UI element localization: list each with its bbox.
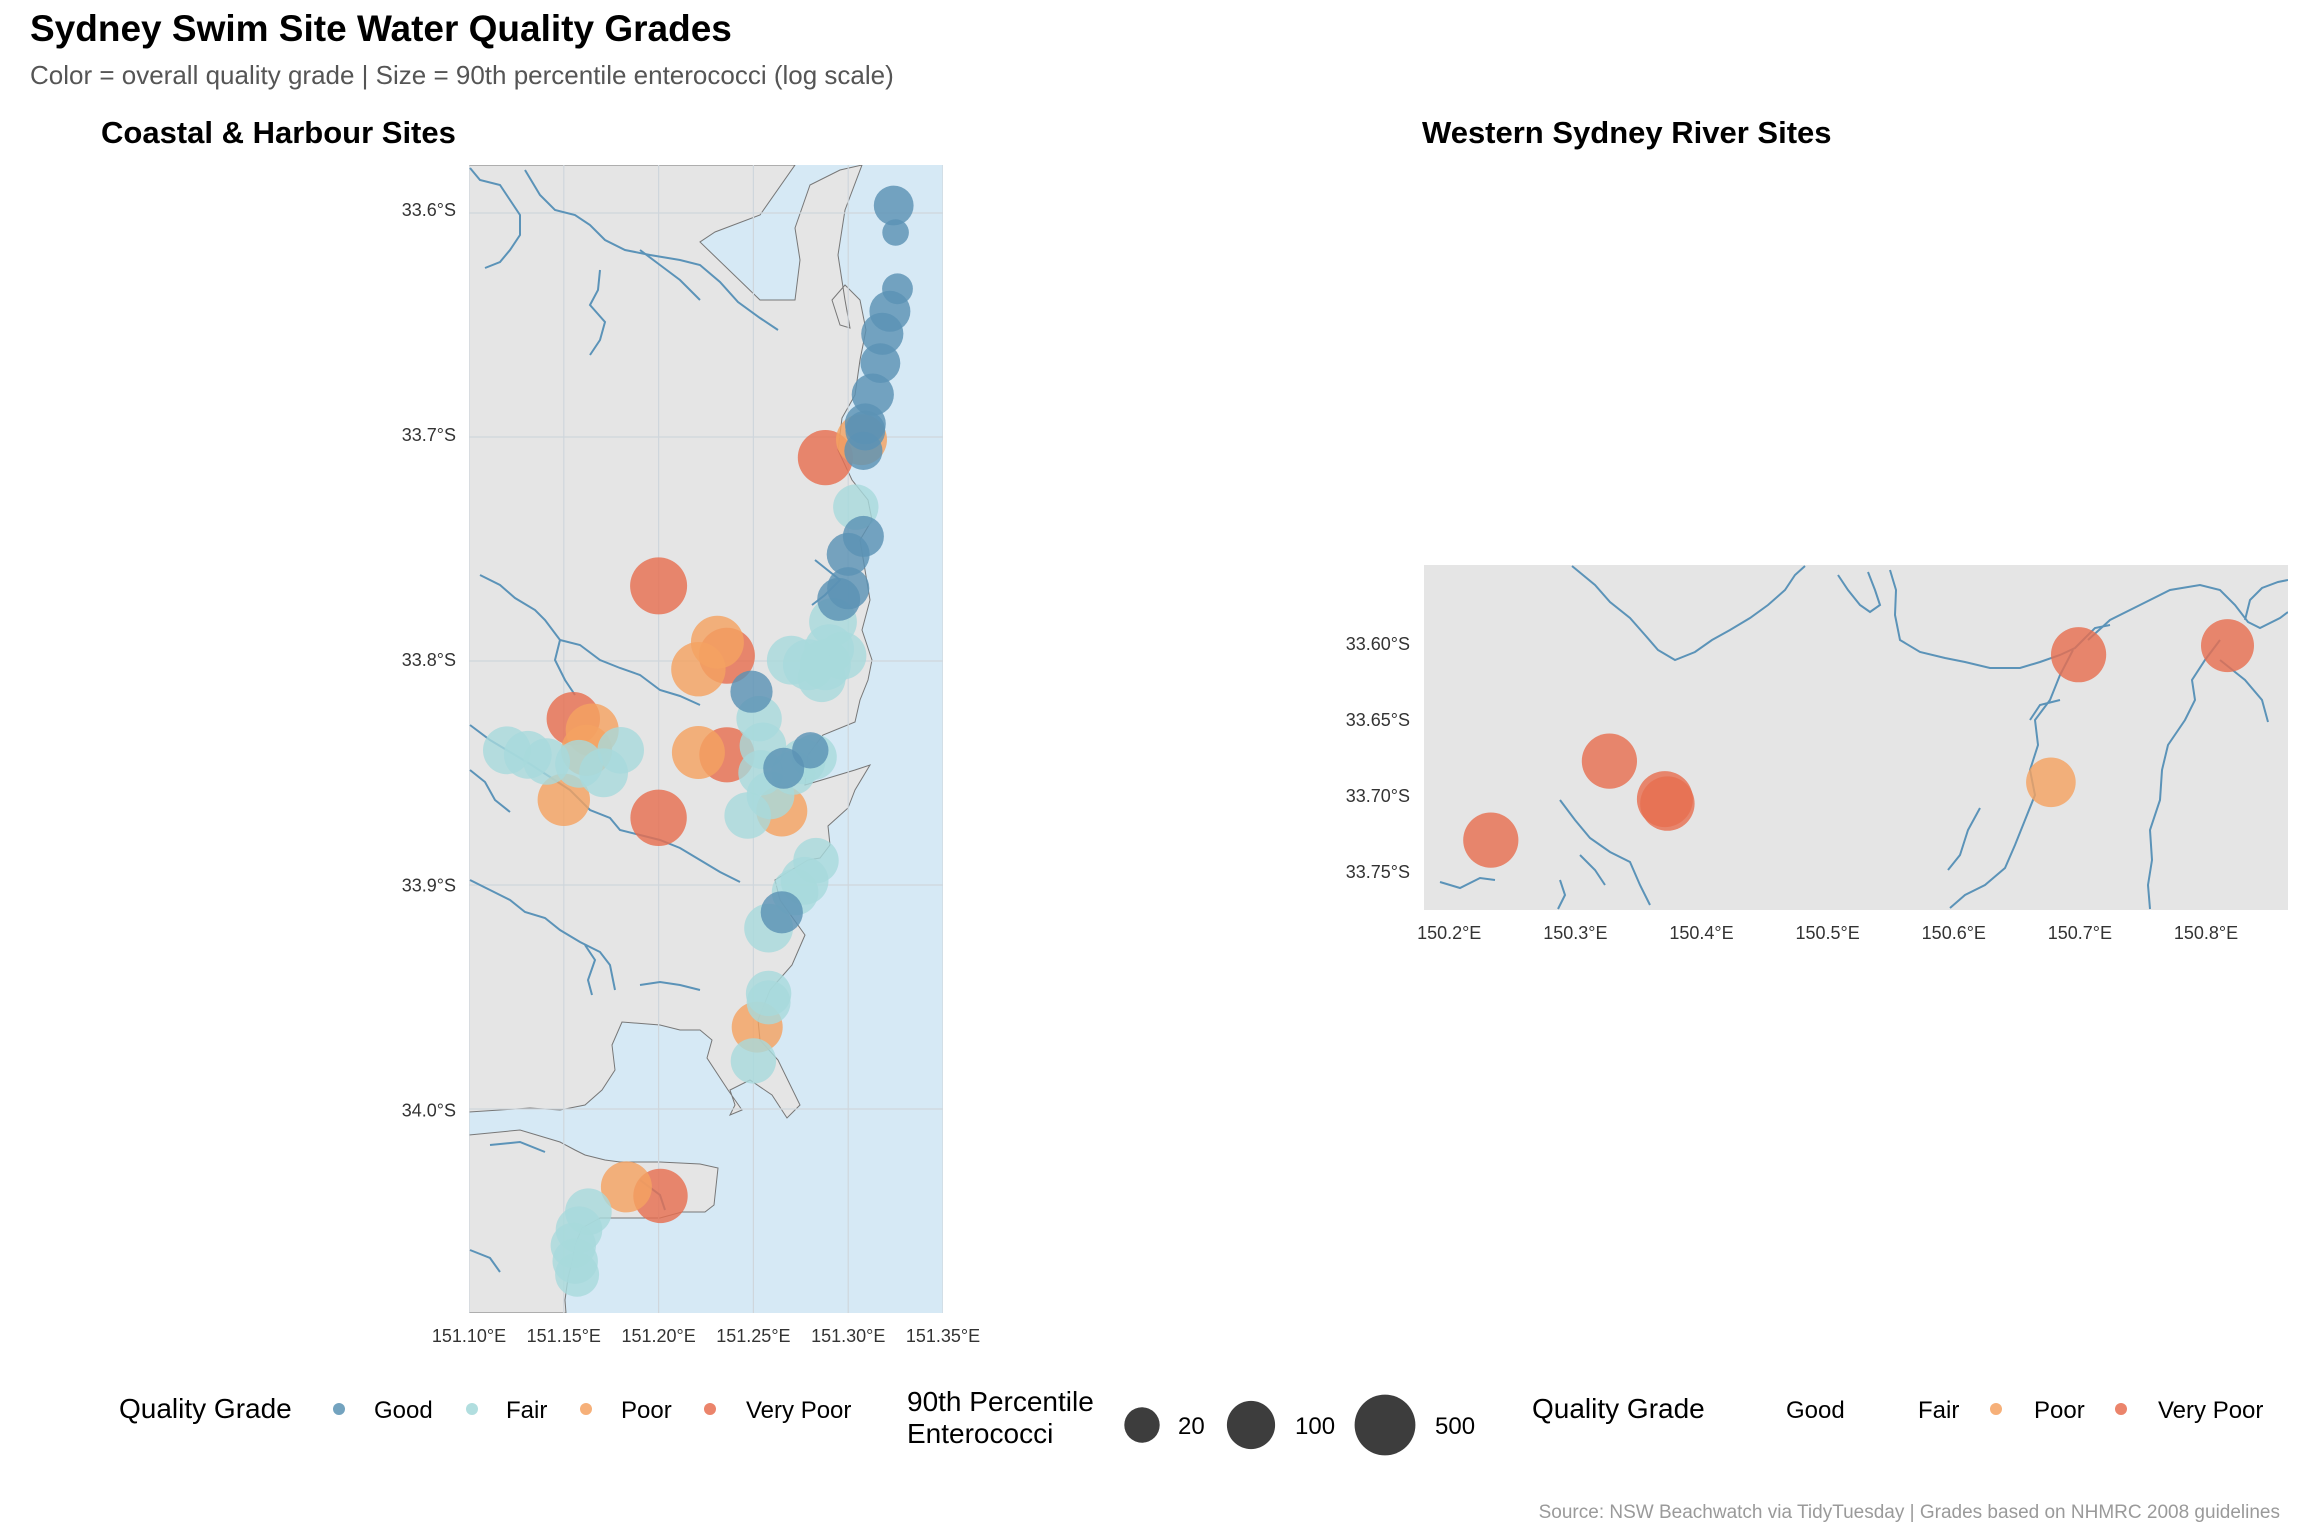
coastal-map-panel: 151.10°E 151.15°E 151.20°E 151.25°E 151.30°E… (402, 165, 980, 1346)
river-y-tick-label-0: 33.60°S (1346, 634, 1410, 654)
coastal-site-point-24 (630, 557, 688, 615)
coastal-site-point-0 (873, 185, 914, 226)
river-x-tick-label-0: 150.2°E (1417, 923, 1481, 943)
river-site-point-5 (2051, 627, 2107, 683)
legend-swatch-good (333, 1403, 345, 1415)
coastal-y-tick-label-2: 33.8°S (402, 650, 456, 670)
coastal-panel-title: Coastal & Harbour Sites (101, 115, 456, 150)
legend2-label-poor: Poor (2034, 1397, 2085, 1424)
chart-title: Sydney Swim Site Water Quality Grades (30, 8, 732, 49)
coastal-land (469, 165, 873, 1119)
coastal-y-axis: 33.6°S 33.7°S 33.8°S 33.9°S 34.0°S (402, 200, 456, 1120)
coastal-site-point-50 (630, 789, 687, 846)
coastal-site-point-10 (844, 431, 883, 470)
legend-size-label-0: 20 (1178, 1413, 1205, 1440)
coastal-y-tick-label-3: 33.9°S (402, 875, 456, 895)
legend-swatch-poor (580, 1403, 592, 1415)
legend2-label-very-poor: Very Poor (2158, 1397, 2263, 1424)
chart-subtitle: Color = overall quality grade | Size = 9… (30, 60, 894, 90)
coastal-x-tick-label-2: 151.20°E (621, 1326, 695, 1346)
coastal-rivers (469, 167, 842, 1273)
river-y-tick-label-1: 33.65°S (1346, 710, 1410, 730)
legend-label-fair: Fair (506, 1397, 547, 1424)
coastal-site-point-23 (797, 654, 846, 703)
legend-swatch-very-poor (704, 1403, 716, 1415)
legend-size-circle-1 (1226, 1400, 1276, 1450)
river-x-tick-label-4: 150.6°E (1922, 923, 1986, 943)
coastal-site-point-13 (842, 515, 884, 557)
legend2-label-good: Good (1786, 1397, 1845, 1424)
coastal-site-point-53 (793, 837, 839, 884)
coastal-site-point-25 (690, 615, 744, 669)
coastal-site-point-33 (792, 732, 829, 769)
coastal-site-point-61 (730, 1038, 777, 1084)
coastal-site-point-28 (730, 670, 773, 713)
river-x-tick-label-6: 150.8°E (2174, 923, 2238, 943)
coastal-x-tick-label-4: 151.30°E (811, 1326, 885, 1346)
river-land (1424, 565, 2288, 910)
legend-swatch-fair (466, 1403, 478, 1415)
river-x-axis: 150.2°E 150.3°E 150.4°E 150.5°E 150.6°E 150.7… (1417, 923, 2238, 943)
river-map-panel: 150.2°E 150.3°E 150.4°E 150.5°E 150.6°E 150.7… (1346, 565, 2288, 943)
river-x-tick-label-1: 150.3°E (1543, 923, 1607, 943)
river-site-point-1 (1581, 733, 1637, 789)
legend-size-title-line2: Enterococci (907, 1418, 1053, 1449)
river-site-point-0 (1463, 812, 1519, 868)
coastal-site-point-52 (724, 792, 771, 839)
legend2-swatch-poor (1990, 1403, 2002, 1415)
coastal-site-point-56 (760, 891, 803, 934)
coastal-y-tick-label-1: 33.7°S (402, 425, 456, 445)
river-panel-title: Western Sydney River Sites (1422, 115, 1832, 150)
legend-size-label-2: 500 (1435, 1413, 1475, 1440)
coastal-x-tick-label-1: 151.15°E (527, 1326, 601, 1346)
river-y-tick-label-3: 33.75°S (1346, 862, 1410, 882)
coastal-site-point-68 (555, 1252, 600, 1297)
river-points (1463, 619, 2254, 868)
river-x-tick-label-3: 150.5°E (1795, 923, 1859, 943)
coastal-site-point-15 (827, 567, 870, 610)
legend-label-good: Good (374, 1397, 433, 1424)
legend-grade-title: Quality Grade (119, 1393, 292, 1424)
coastal-site-point-2 (882, 273, 913, 305)
river-rivers (1439, 565, 2288, 910)
legend-enterococci-size: 90th Percentile Enterococci 20 100 500 (907, 1386, 1475, 1456)
coastal-x-tick-label-5: 151.35°E (906, 1326, 980, 1346)
legend-size-circle-0 (1124, 1407, 1160, 1443)
coastal-y-tick-label-4: 34.0°S (402, 1100, 456, 1120)
river-x-tick-label-5: 150.7°E (2048, 923, 2112, 943)
coastal-site-point-5 (860, 343, 901, 383)
coastal-site-point-47 (523, 738, 570, 785)
coastal-site-point-38 (671, 726, 725, 779)
legend-size-title-line1: 90th Percentile (907, 1386, 1094, 1417)
legend2-swatch-very-poor (2115, 1403, 2127, 1415)
coastal-site-point-59 (746, 980, 791, 1025)
river-site-point-4 (2026, 757, 2076, 808)
legend-size-label-1: 100 (1295, 1413, 1335, 1440)
coastal-points (483, 185, 914, 1297)
legend-quality-grade-2: Quality Grade Good Fair Poor Very Poor (1532, 1393, 2263, 1424)
legend-size-circle-2 (1354, 1394, 1416, 1456)
river-x-tick-label-2: 150.4°E (1669, 923, 1733, 943)
coastal-x-axis: 151.10°E 151.15°E 151.20°E 151.25°E 151.30°E… (432, 1326, 980, 1346)
legend2-label-fair: Fair (1918, 1397, 1959, 1424)
river-y-axis: 33.60°S 33.65°S 33.70°S 33.75°S (1346, 634, 1410, 882)
coastal-y-tick-label-0: 33.6°S (402, 200, 456, 220)
coastal-site-point-44 (597, 727, 644, 774)
source-caption: Source: NSW Beachwatch via TidyTuesday |… (1538, 1502, 2280, 1523)
legend-label-very-poor: Very Poor (746, 1397, 851, 1424)
coastal-site-point-1 (882, 219, 909, 246)
river-site-point-3 (1640, 776, 1695, 831)
river-site-point-6 (2201, 619, 2254, 673)
coastal-x-tick-label-0: 151.10°E (432, 1326, 506, 1346)
legend-label-poor: Poor (621, 1397, 672, 1424)
coastal-site-point-62 (600, 1161, 652, 1213)
legend-grade-title-2: Quality Grade (1532, 1393, 1705, 1424)
legend-quality-grade: Quality Grade Good Fair Poor Very Poor (119, 1393, 851, 1424)
river-y-tick-label-2: 33.70°S (1346, 786, 1410, 806)
coastal-x-tick-label-3: 151.25°E (716, 1326, 790, 1346)
